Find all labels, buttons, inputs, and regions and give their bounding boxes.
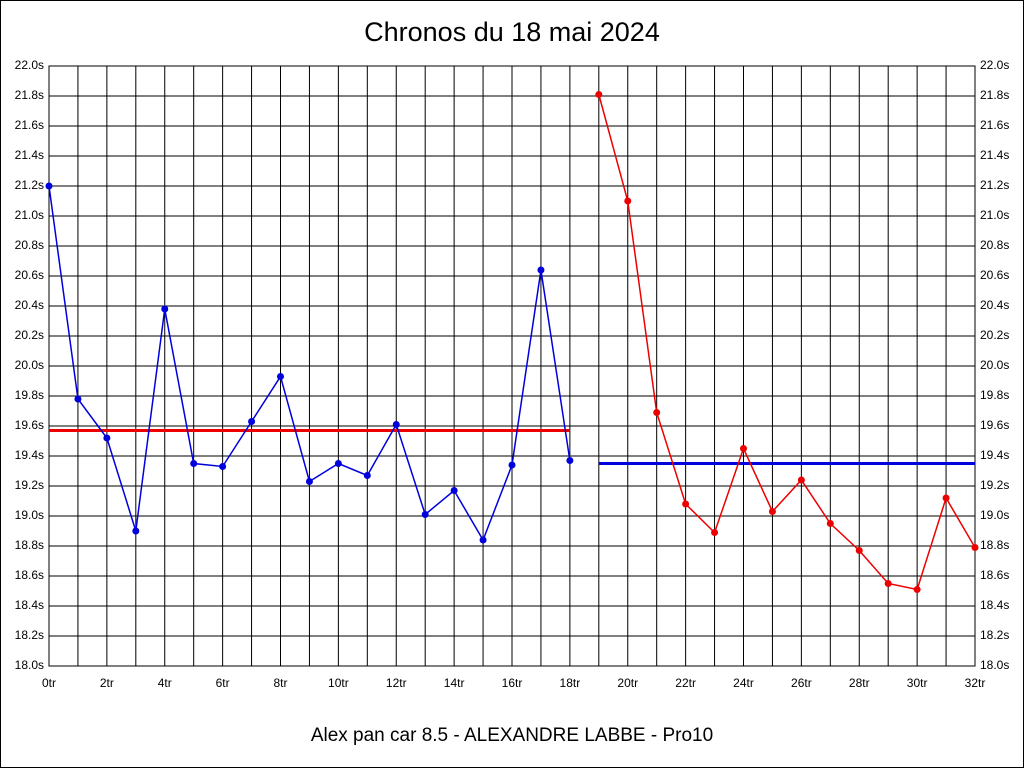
y2-tick-label: 19.0s	[980, 508, 1009, 522]
y-tick-label: 20.8s	[15, 238, 44, 252]
data-point	[711, 529, 719, 536]
x-tick-label: 18tr	[560, 676, 581, 690]
data-point	[682, 500, 690, 508]
data-point	[74, 395, 82, 403]
y2-tick-label: 20.8s	[980, 238, 1009, 252]
data-point	[103, 434, 111, 442]
data-point	[566, 457, 574, 464]
y2-tick-label: 18.8s	[980, 538, 1009, 552]
y2-tick-label: 19.2s	[980, 478, 1009, 492]
data-point	[653, 409, 661, 416]
y2-tick-label: 20.4s	[980, 298, 1009, 312]
y-tick-label: 18.8s	[15, 538, 44, 552]
x-tick-label: 0tr	[42, 676, 56, 690]
data-point	[161, 305, 169, 313]
data-point	[624, 197, 632, 205]
y2-tick-label: 20.0s	[980, 358, 1009, 372]
data-point	[190, 460, 198, 467]
x-tick-label: 22tr	[675, 676, 696, 690]
y2-tick-label: 21.0s	[980, 208, 1009, 222]
x-tick-label: 24tr	[733, 676, 754, 690]
y-tick-label: 21.8s	[15, 88, 44, 102]
data-point	[479, 536, 487, 544]
data-point	[421, 511, 429, 518]
data-point	[855, 547, 863, 554]
y-tick-label: 19.6s	[15, 418, 44, 432]
y-tick-label: 21.6s	[15, 118, 44, 132]
x-tick-label: 32tr	[965, 676, 986, 690]
y-tick-label: 20.6s	[15, 268, 44, 282]
x-tick-label: 6tr	[216, 676, 230, 690]
chart-title: Chronos du 18 mai 2024	[364, 17, 660, 47]
y-tick-label: 19.2s	[15, 478, 44, 492]
x-axis-label: Alex pan car 8.5 - ALEXANDRE LABBE - Pro…	[311, 725, 713, 746]
y-tick-label: 21.2s	[15, 178, 44, 192]
y2-tick-label: 19.8s	[980, 388, 1009, 402]
x-tick-label: 8tr	[273, 676, 287, 690]
y-tick-label: 18.0s	[15, 658, 44, 672]
data-point	[305, 478, 313, 485]
y2-tick-label: 21.2s	[980, 178, 1009, 192]
y2-tick-label: 21.6s	[980, 118, 1009, 132]
data-point	[797, 476, 805, 484]
data-point	[248, 418, 256, 425]
data-point	[277, 373, 284, 380]
x-tick-label: 2tr	[100, 676, 114, 690]
y2-tick-label: 18.6s	[980, 568, 1009, 582]
x-tick-label: 16tr	[502, 676, 523, 690]
y-tick-label: 19.0s	[15, 508, 44, 522]
data-point	[768, 508, 776, 515]
y2-tick-label: 18.2s	[980, 628, 1009, 642]
data-point	[826, 520, 834, 527]
y-tick-label: 22.0s	[15, 58, 44, 72]
y-tick-label: 18.2s	[15, 628, 44, 642]
y2-tick-label: 22.0s	[980, 58, 1009, 72]
data-point	[508, 461, 516, 469]
x-tick-label: 14tr	[444, 676, 465, 690]
y-tick-label: 18.6s	[15, 568, 44, 582]
y-tick-label: 18.4s	[15, 598, 44, 612]
y2-tick-label: 21.8s	[980, 88, 1009, 102]
data-point	[363, 472, 371, 479]
y-tick-label: 20.2s	[15, 328, 44, 342]
x-tick-label: 10tr	[328, 676, 349, 690]
y-tick-label: 21.0s	[15, 208, 44, 222]
data-point	[132, 527, 140, 535]
data-point	[537, 266, 545, 274]
x-tick-label: 12tr	[386, 676, 407, 690]
data-point	[450, 487, 458, 494]
data-point	[884, 580, 892, 587]
x-tick-label: 28tr	[849, 676, 870, 690]
y2-tick-label: 20.6s	[980, 268, 1009, 282]
y2-tick-label: 20.2s	[980, 328, 1009, 342]
data-point	[740, 445, 747, 452]
y2-tick-label: 18.0s	[980, 658, 1009, 672]
data-point	[334, 460, 342, 467]
series-line	[598, 94, 976, 591]
data-point	[45, 182, 53, 190]
x-tick-label: 26tr	[791, 676, 812, 690]
data-point	[971, 544, 979, 551]
y-tick-label: 19.4s	[15, 448, 44, 462]
y-tick-label: 19.8s	[15, 388, 44, 402]
y-tick-label: 21.4s	[15, 148, 44, 162]
y2-tick-label: 19.6s	[980, 418, 1009, 432]
x-tick-label: 20tr	[617, 676, 638, 690]
x-tick-label: 30tr	[907, 676, 928, 690]
y2-tick-label: 18.4s	[980, 598, 1009, 612]
y2-tick-label: 19.4s	[980, 448, 1009, 462]
data-point	[219, 463, 227, 470]
y-tick-label: 20.4s	[15, 298, 44, 312]
data-point	[913, 586, 921, 593]
y2-tick-label: 21.4s	[980, 148, 1009, 162]
data-point	[942, 494, 950, 502]
y-tick-label: 20.0s	[15, 358, 44, 372]
data-point	[392, 421, 400, 428]
data-point	[595, 91, 603, 98]
x-tick-label: 4tr	[158, 676, 172, 690]
